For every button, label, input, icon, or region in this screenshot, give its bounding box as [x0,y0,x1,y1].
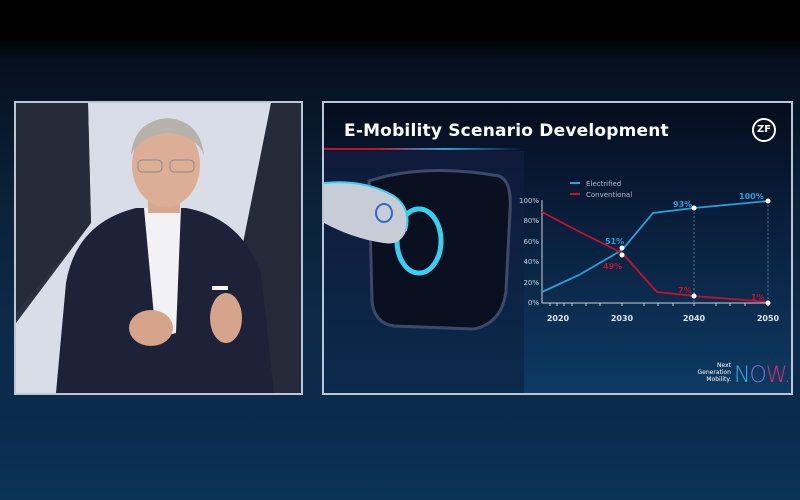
y-tick-60: 60% [523,238,539,246]
label-2040-electrified: 93% [673,200,692,209]
label-2030-electrified: 51% [605,237,624,246]
label-2050-electrified: 100% [739,192,764,201]
now-brand-logo: NOW. [734,363,791,388]
series-conventional-line [541,211,769,303]
y-tick-0: 0% [528,299,539,307]
label-2050-conventional: 1% [751,293,765,302]
emobility-line-chart: Electrified Conventional 0% 20% 40% 60% … [519,180,780,323]
legend-conventional: Conventional [586,191,632,199]
next-generation-mobility-tagline: Next Generation Mobility. [697,362,731,383]
y-tick-100: 100% [519,197,539,205]
label-2030-conventional: 49% [603,262,622,271]
y-tick-40: 40% [523,258,539,266]
title-underline [324,148,524,150]
y-tick-20: 20% [523,279,539,287]
legend-electrified: Electrified [586,180,621,188]
slide-title: E-Mobility Scenario Development [344,121,669,141]
ev-charging-plug-image [324,151,524,393]
presentation-slide: E-Mobility Scenario Development ZF Elect… [322,101,793,395]
x-tick-2030: 2030 [611,314,634,323]
series-electrified-line [541,200,769,293]
speaker-image [16,103,301,393]
zf-logo-icon: ZF [752,118,776,142]
speaker-video-panel [14,101,303,395]
x-tick-2050: 2050 [757,314,780,323]
label-2040-conventional: 7% [678,286,692,295]
y-tick-80: 80% [523,217,539,225]
x-tick-2040: 2040 [683,314,706,323]
x-tick-2020: 2020 [547,314,570,323]
